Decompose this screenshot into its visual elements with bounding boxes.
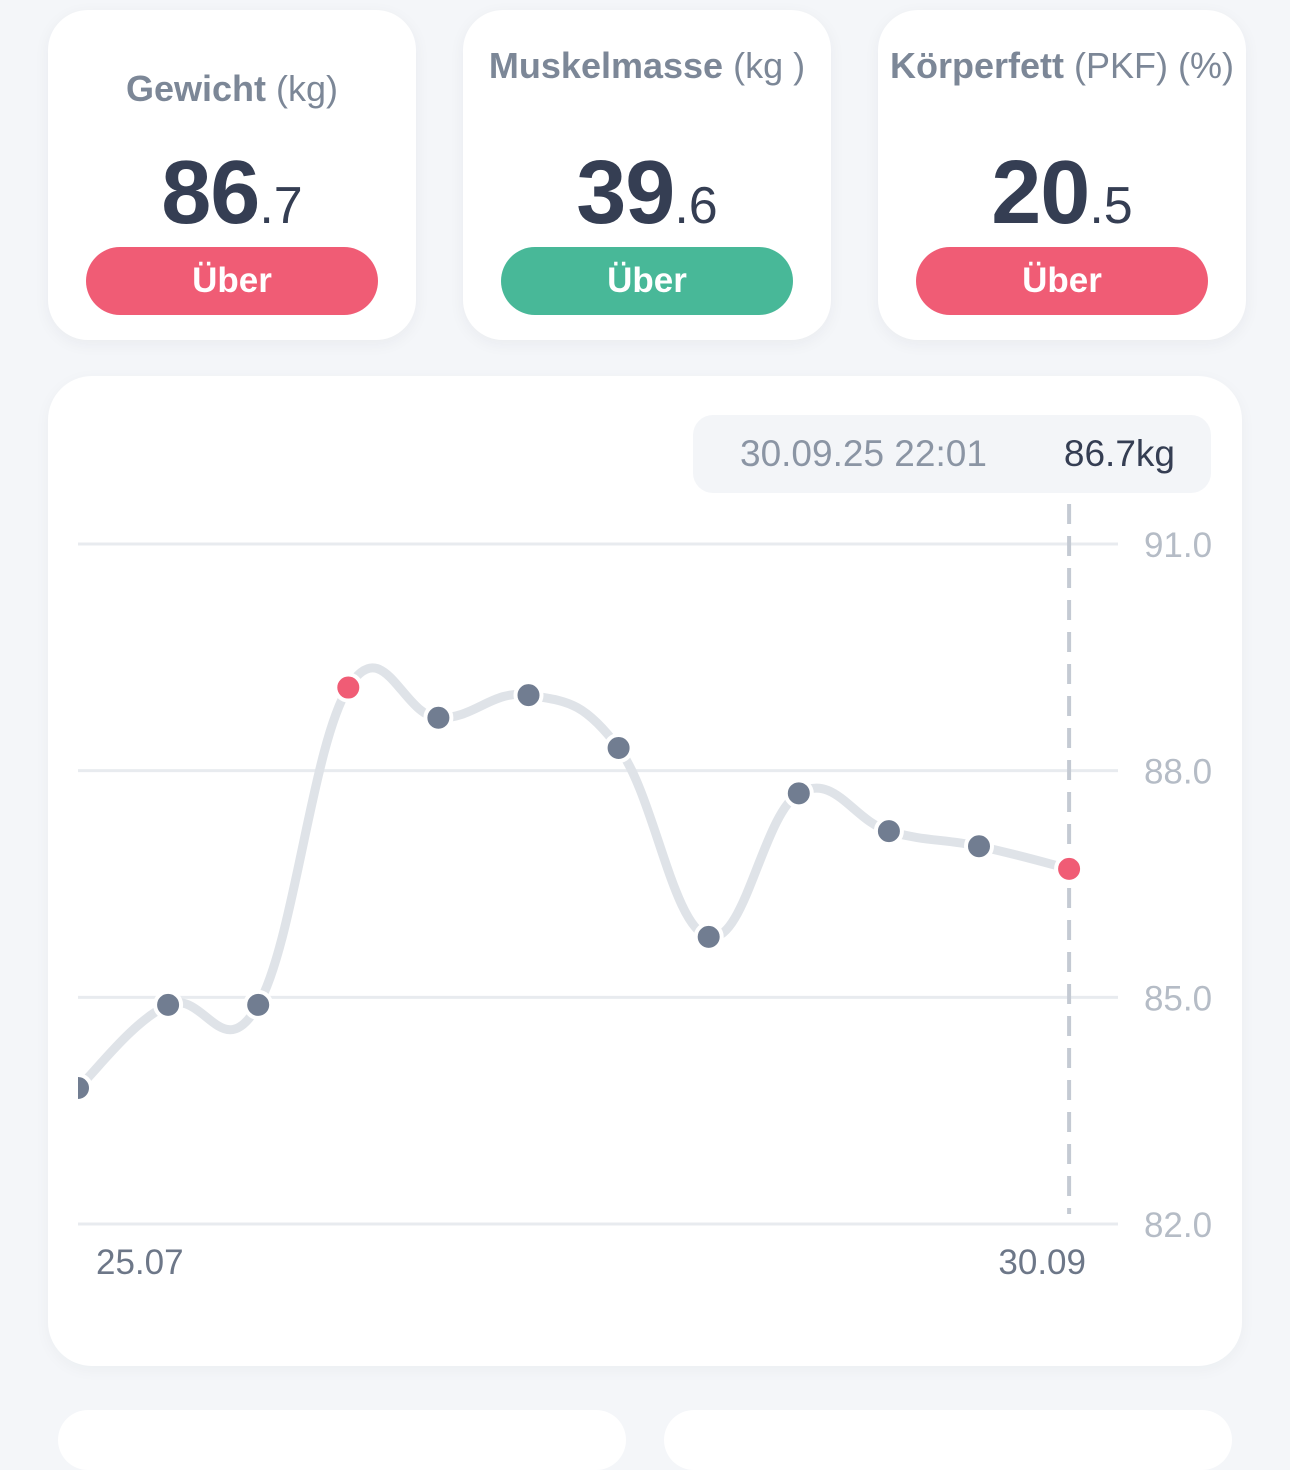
y-tick-label: 85.0 xyxy=(1144,979,1212,1018)
x-label-end: 30.09 xyxy=(998,1243,1086,1282)
body-fat-value-int: 20 xyxy=(991,143,1090,243)
y-tick-label: 82.0 xyxy=(1144,1206,1212,1245)
y-tick-label: 88.0 xyxy=(1144,753,1212,792)
muscle-mass-value-int: 39 xyxy=(576,143,675,243)
data-point[interactable] xyxy=(513,680,544,711)
body-fat-unit: (PKF) (%) xyxy=(1074,45,1234,86)
body-fat-status-badge[interactable]: Über xyxy=(916,247,1208,315)
weight-line-chart[interactable]: 91.0 88.0 85.0 82.0 25.07 30.09 xyxy=(48,376,1242,1366)
data-point[interactable] xyxy=(603,733,634,763)
muscle-mass-title: Muskelmasse (kg ) xyxy=(473,42,821,90)
weight-status-badge[interactable]: Über xyxy=(86,247,378,315)
next-card-left xyxy=(58,1410,626,1470)
data-point[interactable] xyxy=(873,816,904,847)
muscle-mass-status-badge[interactable]: Über xyxy=(501,247,793,315)
body-fat-title: Körperfett (PKF) (%) xyxy=(888,42,1236,90)
data-point-highlighted[interactable] xyxy=(333,672,364,703)
weight-value-int: 86 xyxy=(161,143,260,243)
next-card-right xyxy=(664,1410,1232,1470)
data-point-highlighted[interactable] xyxy=(1054,853,1085,884)
tooltip-date: 30.09.25 22:01 xyxy=(740,433,987,474)
data-point[interactable] xyxy=(964,831,994,862)
weight-name: Gewicht xyxy=(125,68,266,109)
tooltip-value: 86.7kg xyxy=(1063,433,1175,474)
data-point[interactable] xyxy=(783,778,814,809)
weight-series-line xyxy=(78,663,1074,1093)
chart-tooltip: 30.09.25 22:01 86.7kg xyxy=(693,415,1211,493)
data-point[interactable] xyxy=(153,989,184,1020)
x-label-start: 25.07 xyxy=(96,1243,184,1282)
muscle-mass-value: 39.6 xyxy=(463,142,831,245)
data-point[interactable] xyxy=(423,702,454,733)
muscle-mass-card[interactable]: Muskelmasse (kg ) 39.6 Über xyxy=(463,10,831,340)
weight-card[interactable]: Gewicht (kg) 86.7 Über xyxy=(48,10,416,340)
body-fat-value-dec: .5 xyxy=(1089,177,1133,235)
body-fat-name: Körperfett xyxy=(889,45,1064,86)
weight-value: 86.7 xyxy=(48,142,416,245)
body-fat-value: 20.5 xyxy=(878,142,1246,245)
weight-title: Gewicht (kg) xyxy=(58,65,406,113)
muscle-mass-name: Muskelmasse xyxy=(488,45,724,86)
data-point[interactable] xyxy=(65,1073,93,1103)
weight-value-dec: .7 xyxy=(259,177,303,235)
data-point[interactable] xyxy=(693,921,724,952)
weight-unit: (kg) xyxy=(276,68,339,109)
muscle-mass-value-dec: .6 xyxy=(674,177,718,235)
weight-chart-card[interactable]: 91.0 88.0 85.0 82.0 25.07 30.09 30.09.25 22:0… xyxy=(48,376,1242,1366)
body-fat-card[interactable]: Körperfett (PKF) (%) 20.5 Über xyxy=(878,10,1246,340)
muscle-mass-unit: (kg ) xyxy=(733,45,806,86)
y-tick-label: 91.0 xyxy=(1144,526,1212,565)
data-point[interactable] xyxy=(243,989,274,1020)
